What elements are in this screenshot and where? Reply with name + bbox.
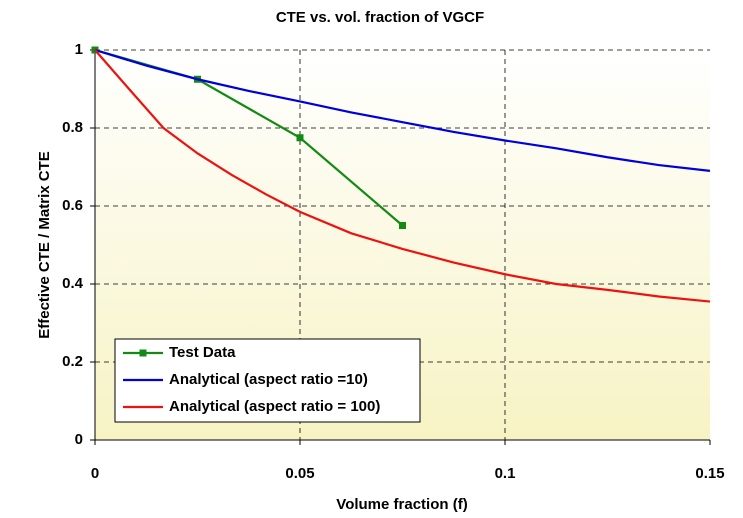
legend: Test Data Analytical (aspect ratio =10) An…: [114, 338, 421, 423]
data-point: [399, 222, 406, 229]
y-tick-label: 0.6: [62, 197, 83, 214]
x-tick-label: 0.1: [495, 465, 516, 482]
legend-label: Analytical (aspect ratio = 100): [169, 398, 380, 415]
x-tick-label: 0.15: [695, 465, 724, 482]
legend-label: Analytical (aspect ratio =10): [169, 371, 368, 388]
y-tick-label: 0: [75, 431, 83, 448]
y-tick-label: 0.4: [62, 275, 84, 292]
y-tick-label: 1: [75, 41, 83, 58]
x-axis-label: Volume fraction (f): [336, 496, 467, 513]
x-tick-label: 0: [91, 465, 99, 482]
series-line: [94, 49, 711, 303]
y-axis-label: Effective CTE / Matrix CTE: [36, 151, 53, 339]
legend-box: [114, 338, 421, 423]
data-point: [296, 134, 304, 142]
y-tick-label: 0.8: [62, 119, 83, 136]
legend-marker: [139, 349, 147, 357]
x-tick-label: 0.05: [285, 465, 314, 482]
chart-title: CTE vs. vol. fraction of VGCF: [276, 9, 484, 26]
y-tick-label: 0.2: [62, 353, 83, 370]
legend-label: Test Data: [169, 344, 236, 361]
series-line: [94, 48, 711, 172]
